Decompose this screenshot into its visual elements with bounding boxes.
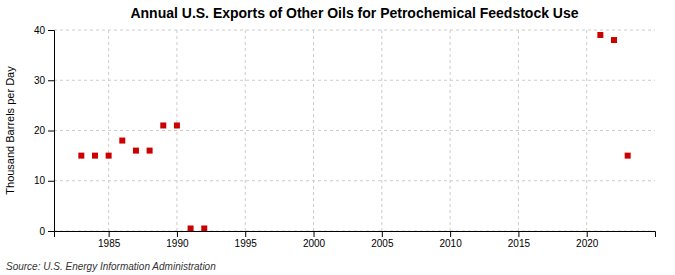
- point: [92, 153, 98, 159]
- point: [160, 122, 166, 128]
- plot: 1985 1990 1995 2000 2005 2010 2015 2020 0 10 20 30 4…: [34, 25, 656, 249]
- tick-mark: [177, 231, 178, 237]
- tick-label: 30: [34, 75, 46, 86]
- point: [133, 148, 139, 154]
- tick-mark: [48, 30, 54, 31]
- tick-label: 1995: [235, 238, 258, 249]
- tick-mark: [314, 231, 315, 237]
- tick-mark: [48, 181, 54, 182]
- tick: 20: [34, 125, 54, 136]
- tick: 1995: [235, 231, 258, 249]
- tick-label: 20: [34, 125, 46, 136]
- tick: 2010: [439, 231, 462, 249]
- tick: 0: [39, 226, 54, 237]
- tick-label: 1985: [98, 238, 121, 249]
- y-axis: 0 10 20 30 40: [34, 25, 55, 237]
- y-axis-label: Thousand Barrels per Day: [4, 66, 16, 195]
- tick-mark: [109, 231, 110, 237]
- tick-mark: [382, 231, 383, 237]
- grid-line: [54, 130, 655, 131]
- point: [611, 37, 617, 43]
- title: Annual U.S. Exports of Other Oils for Pe…: [130, 5, 578, 21]
- point: [147, 148, 153, 154]
- grid: [54, 30, 655, 231]
- grid-line: [54, 30, 655, 31]
- tick: 2020: [576, 231, 599, 249]
- point: [625, 153, 631, 159]
- grid-line: [108, 30, 109, 231]
- tick-label: 2000: [303, 238, 326, 249]
- tick: 2015: [508, 231, 531, 249]
- tick-label: 0: [39, 226, 45, 237]
- tick-label: 2020: [576, 238, 599, 249]
- tick-label: 1990: [166, 238, 189, 249]
- grid-line: [54, 180, 655, 181]
- tick: 10: [34, 175, 54, 186]
- grid-line: [176, 30, 177, 231]
- point: [78, 153, 84, 159]
- tick-label: 2015: [508, 238, 531, 249]
- source: Source: U.S. Energy Information Administ…: [6, 261, 216, 272]
- point: [201, 225, 207, 231]
- grid-line: [381, 30, 382, 231]
- grid-line: [586, 30, 587, 231]
- point: [174, 122, 180, 128]
- tick: 2000: [303, 231, 326, 249]
- tick-label: 2010: [439, 238, 462, 249]
- x-axis: 1985 1990 1995 2000 2005 2010 2015 2020: [55, 231, 656, 249]
- tick-mark: [48, 231, 54, 232]
- tick: 30: [34, 75, 54, 86]
- tick: 1985: [98, 231, 121, 249]
- tick-label: 40: [34, 25, 46, 36]
- tick-mark: [48, 80, 54, 81]
- axis-line: [55, 232, 656, 238]
- tick-mark: [48, 131, 54, 132]
- chart: 1985 1990 1995 2000 2005 2010 2015 2020 0 10 20 30 4…: [0, 0, 675, 275]
- tick-mark: [450, 231, 451, 237]
- tick-mark: [245, 231, 246, 237]
- grid-line: [313, 30, 314, 231]
- point: [119, 138, 125, 144]
- tick-mark: [518, 231, 519, 237]
- tick: 2005: [371, 231, 394, 249]
- point: [188, 225, 194, 231]
- grid-line: [245, 30, 246, 231]
- tick: 40: [34, 25, 54, 36]
- grid-line: [518, 30, 519, 231]
- tick-mark: [587, 231, 588, 237]
- points: [78, 32, 630, 231]
- point: [597, 32, 603, 38]
- tick: 1990: [166, 231, 189, 249]
- tick-label: 2005: [371, 238, 394, 249]
- point: [106, 153, 112, 159]
- axis-line: [48, 31, 55, 232]
- grid-line: [54, 80, 655, 81]
- grid-line: [450, 30, 451, 231]
- tick-label: 10: [34, 175, 46, 186]
